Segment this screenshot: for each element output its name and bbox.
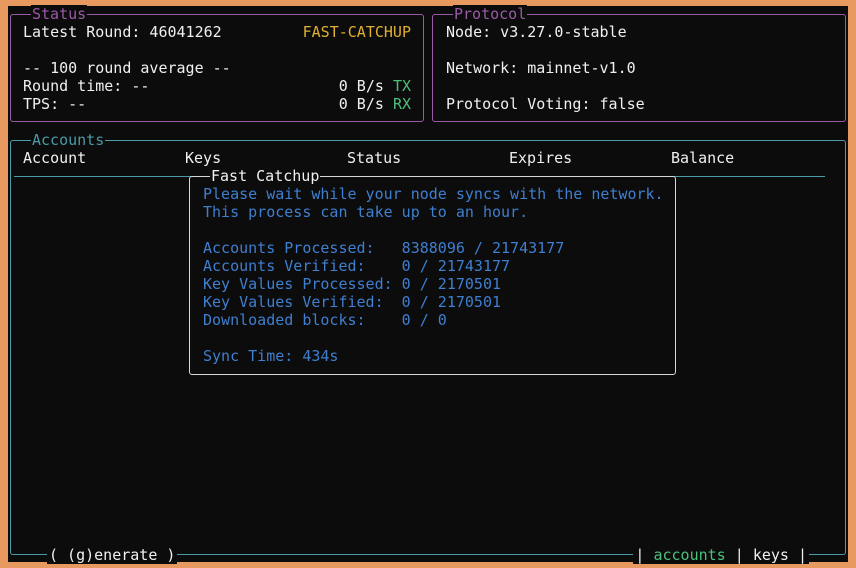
catchup-message-1: Please wait while your node syncs with t… [203, 185, 664, 203]
catchup-message-2: This process can take up to an hour. [203, 203, 529, 221]
protocol-voting: Protocol Voting: false [446, 95, 645, 113]
round-time: Round time: -- [23, 77, 150, 95]
latest-round: Latest Round: 46041262 [23, 23, 222, 41]
node-version: Node: v3.27.0-stable [446, 23, 627, 41]
downloaded-blocks: Downloaded blocks: 0 / 0 [203, 311, 447, 329]
key-values-processed: Key Values Processed: 0 / 2170501 [203, 275, 502, 293]
status-title: Status [31, 5, 88, 23]
tx-rate: 0 B/s TX [338, 77, 411, 95]
network: Network: mainnet-v1.0 [446, 59, 636, 77]
tab-accounts[interactable]: accounts [653, 546, 726, 564]
accounts-panel: Accounts Account Keys Status Expires Bal… [10, 131, 846, 564]
average-heading: -- 100 round average -- [23, 59, 231, 77]
tps: TPS: -- [23, 95, 87, 113]
accounts-processed: Accounts Processed: 8388096 / 21743177 [203, 239, 565, 257]
node-state: FAST-CATCHUP [302, 23, 411, 41]
column-balance[interactable]: Balance [671, 149, 735, 167]
fast-catchup-title: Fast Catchup [210, 167, 321, 185]
terminal-screen: Status Latest Round: 46041262 FAST-CATCH… [8, 5, 848, 564]
accounts-title: Accounts [31, 131, 106, 149]
key-values-verified: Key Values Verified: 0 / 2170501 [203, 293, 502, 311]
fast-catchup-dialog: Fast Catchup Please wait while your node… [189, 167, 676, 375]
generate-button[interactable]: ( (g)enerate ) [47, 546, 178, 564]
sync-time: Sync Time: 434s [203, 347, 339, 365]
tab-keys[interactable]: keys [752, 546, 789, 564]
protocol-panel: Protocol Node: v3.27.0-stable Network: m… [432, 5, 846, 122]
accounts-verified: Accounts Verified: 0 / 21743177 [203, 257, 511, 275]
column-keys[interactable]: Keys [185, 149, 222, 167]
column-expires[interactable]: Expires [509, 149, 573, 167]
column-status[interactable]: Status [347, 149, 402, 167]
view-tabs: | accounts | keys | [633, 546, 809, 564]
protocol-title: Protocol [453, 5, 528, 23]
status-panel: Status Latest Round: 46041262 FAST-CATCH… [10, 5, 424, 122]
rx-rate: 0 B/s RX [338, 95, 411, 113]
column-account[interactable]: Account [23, 149, 87, 167]
